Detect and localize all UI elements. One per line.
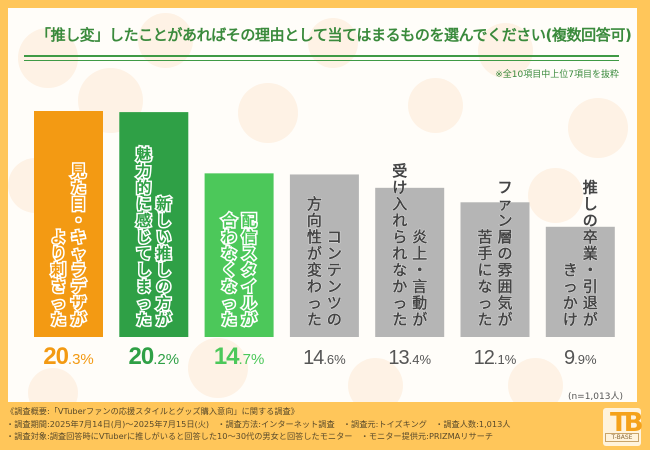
bg-dot: [28, 368, 78, 402]
bar-text-line: コンテンツの: [327, 228, 342, 329]
bar-text-line: 新しい推しの方が: [156, 195, 172, 329]
title-rule: [24, 60, 619, 61]
t-base-logo: TB T-BASE: [603, 408, 644, 446]
value-label: 12.1%: [474, 347, 517, 369]
bg-dot: [138, 13, 193, 68]
chart-title: 「推し変」したことがあればその理由として当てはまるものを選んでください(複数回答…: [36, 26, 632, 44]
bar-text-line: 苦手になった: [477, 228, 492, 329]
value-label: 9.9%: [564, 347, 597, 369]
value-label: 14.7%: [214, 343, 265, 370]
bg-dot: [308, 18, 358, 68]
bar-text-line: 推しの卒業・引退が: [582, 179, 599, 329]
footer-line: ・調査期間:2025年7月14日(月)〜2025年7月15日(火) ・調査方法:…: [6, 418, 511, 429]
logo-text: T-BASE: [605, 433, 639, 442]
bar-text-line: ファン層の雰囲気が: [497, 179, 513, 329]
footer-line: 《調査概要:「VTuberファンの応援スタイルとグッズ購入意向」に関する調査》: [6, 406, 299, 416]
bar-text-line: より刺さった: [51, 228, 66, 329]
bg-dot: [508, 358, 563, 402]
bg-dot: [188, 338, 248, 398]
bg-dot: [238, 83, 298, 143]
value-label: 14.6%: [303, 347, 346, 369]
bar-1: [34, 111, 103, 337]
bar-text-line: 配信スタイルが: [242, 212, 258, 329]
bg-dot: [348, 358, 403, 402]
bar-7: [545, 226, 615, 337]
bg-dot: [528, 168, 583, 223]
value-label: 13.4%: [388, 347, 431, 369]
bar-2: [119, 112, 189, 337]
bg-dot: [568, 98, 628, 158]
survey-footer: 《調査概要:「VTuberファンの応援スタイルとグッズ購入意向」に関する調査》 …: [6, 405, 511, 443]
bg-dot: [18, 28, 78, 88]
bar-5: [375, 187, 445, 337]
bar-text-line: きっかけ: [563, 261, 578, 329]
bar-text-line: 合わなくなった: [221, 212, 238, 329]
footer-line: ・調査対象:調査回答時にVTuberに推しがいると回答した10〜30代の男女と回…: [6, 431, 494, 441]
bar-text-line: 炎上・言動が: [412, 228, 428, 329]
sample-size: (n=1,013人): [567, 392, 623, 402]
bar-6: [460, 202, 530, 337]
bar-text-line: 見た目・キャラデザが: [70, 162, 87, 329]
bar-text-line: 方向性が変わった: [307, 195, 323, 329]
bar-text-line: 魅力的に感じてしまった: [136, 146, 151, 329]
bg-dot: [478, 23, 533, 78]
title-rule: [24, 55, 619, 57]
value-label: 20.2%: [129, 343, 180, 370]
value-label: 20.3%: [43, 343, 94, 370]
bar-text-line: 受け入れられなかった: [392, 162, 407, 329]
bar-4: [289, 174, 359, 337]
bar-3: [204, 173, 274, 337]
bg-dot: [408, 78, 463, 133]
chart-subtitle: ※全10項目中上位7項目を抜粋: [495, 70, 619, 80]
